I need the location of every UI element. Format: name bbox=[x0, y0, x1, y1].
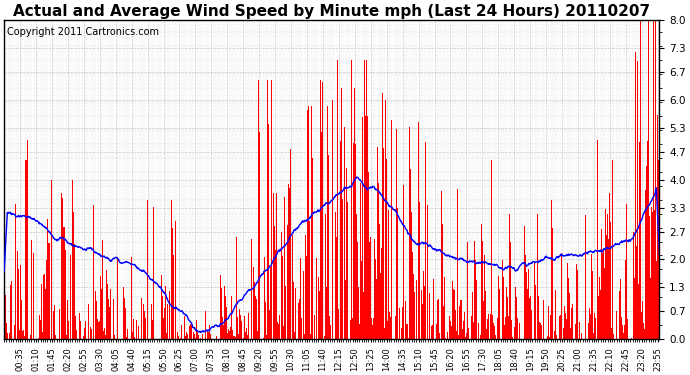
Text: Copyright 2011 Cartronics.com: Copyright 2011 Cartronics.com bbox=[8, 27, 159, 37]
Title: Actual and Average Wind Speed by Minute mph (Last 24 Hours) 20110207: Actual and Average Wind Speed by Minute … bbox=[13, 4, 651, 19]
